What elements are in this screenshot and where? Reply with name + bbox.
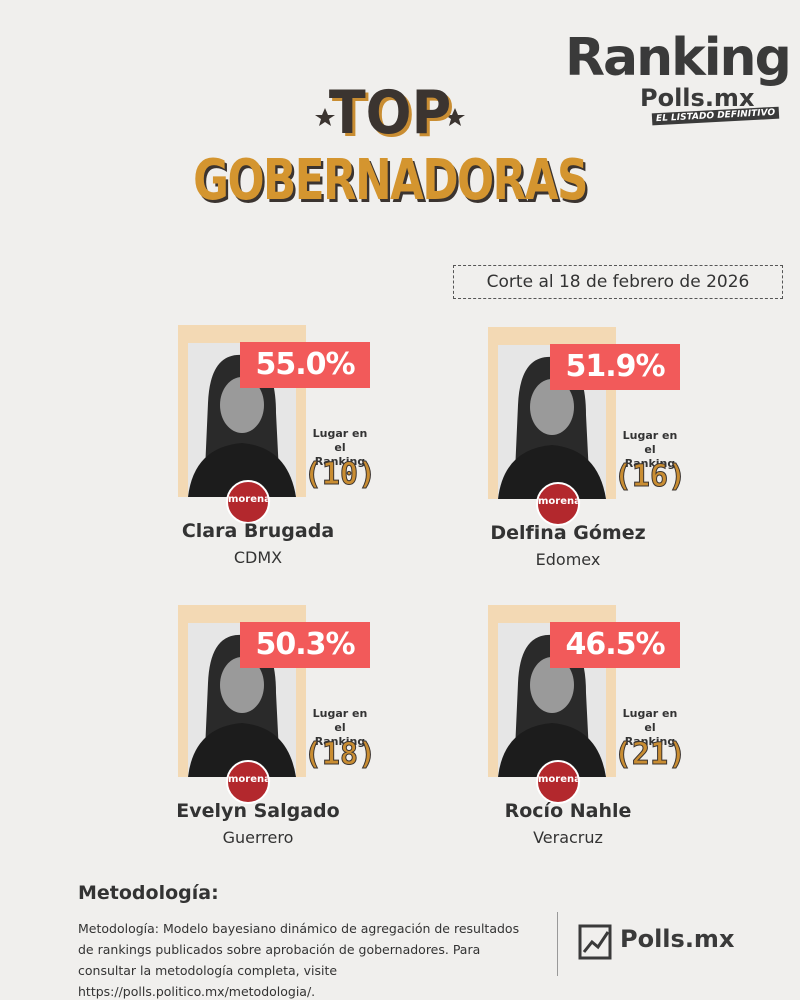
rank-label: Lugar en el Ranking — [622, 429, 678, 470]
party-badge: morena — [536, 760, 581, 804]
candidate-name: Clara Brugada — [181, 520, 335, 542]
approval-percent: 51.9% — [550, 344, 680, 390]
photo — [188, 623, 296, 777]
candidate-card: 55.0% Lugar en el Ranking (10) morena Clara … — [178, 325, 478, 585]
approval-percent: 46.5% — [550, 622, 680, 668]
approval-percent: 55.0% — [240, 342, 370, 388]
stars — [315, 108, 465, 126]
candidate-state: Edomex — [535, 550, 601, 569]
footer-logo: Polls.mx — [620, 925, 735, 953]
logo-main: Ranking — [565, 28, 792, 88]
rank-label: Lugar en el Ranking — [312, 427, 368, 468]
photo — [188, 343, 296, 497]
party-badge: morena — [226, 760, 271, 804]
candidate-state: Veracruz — [533, 828, 603, 847]
candidate-name: Rocío Nahle — [504, 800, 632, 822]
logo-sub: Polls.mx — [640, 84, 755, 112]
approval-percent: 50.3% — [240, 622, 370, 668]
photo — [498, 623, 606, 777]
rank: (16) — [613, 459, 687, 495]
rank-label: Lugar en el Ranking — [622, 707, 678, 748]
title-main: GOBERNADORAS — [193, 148, 588, 213]
rank: (10) — [303, 457, 377, 493]
divider — [557, 912, 558, 976]
title-top: TOP — [328, 78, 452, 148]
candidate-state: CDMX — [233, 548, 283, 567]
party-badge: morena — [226, 480, 271, 524]
candidate-name: Delfina Gómez — [490, 522, 646, 544]
party-badge: morena — [536, 482, 581, 526]
candidate-state: Guerrero — [222, 828, 294, 847]
methodology-text: Metodología: Modelo bayesiano dinámico d… — [78, 921, 520, 999]
photo — [498, 345, 606, 499]
cutoff-date: Corte al 18 de febrero de 2026 — [453, 265, 783, 299]
rank-label: Lugar en el Ranking — [312, 707, 368, 748]
candidate-card: 51.9% Lugar en el Ranking (16) morena Delfin… — [488, 327, 788, 587]
rank: (18) — [303, 737, 377, 773]
rank: (21) — [613, 737, 687, 773]
candidate-card: 46.5% Lugar en el Ranking (21) morena Rocío … — [488, 605, 788, 865]
candidate-card: 50.3% Lugar en el Ranking (18) morena Evelyn… — [176, 605, 478, 865]
candidate-name: Evelyn Salgado — [176, 800, 340, 822]
methodology-title: Metodología: — [78, 882, 219, 904]
footer-icon — [578, 924, 612, 960]
